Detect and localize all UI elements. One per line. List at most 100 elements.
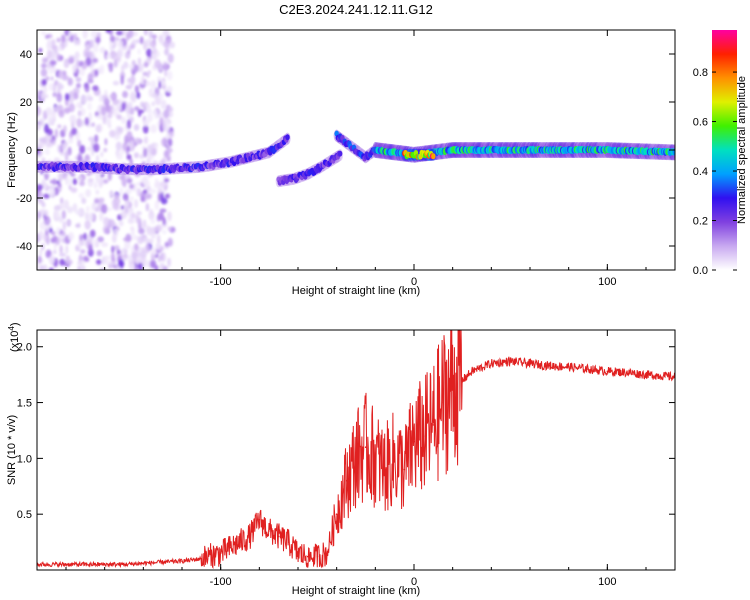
spectrogram-noise-blob (57, 104, 62, 111)
snr-ylabel: SNR (10 * v/v) (6, 415, 18, 485)
spectrogram-noise-blob (80, 60, 84, 66)
spectrogram-noise-blob (162, 136, 167, 147)
spectrogram-noise-blob (113, 197, 121, 206)
spectrogram-noise-blob (98, 94, 103, 103)
spectrogram-noise-blob (130, 196, 134, 202)
spectrogram-noise-blob (67, 77, 74, 86)
spectrogram-noise-blob (128, 64, 135, 69)
spectrogram-noise-blob (62, 221, 66, 231)
spectrogram-noise-blob (54, 128, 59, 139)
spectrogram-noise-blob (163, 150, 169, 158)
spectrogram-ridge (333, 129, 378, 164)
snr-point (277, 535, 280, 538)
spectrogram-noise-blob (106, 54, 112, 59)
spectrogram-noise-blob (125, 84, 133, 90)
snr-point (65, 563, 67, 566)
spectrogram-noise-blob (168, 137, 173, 147)
spectrogram-noise-blob (76, 39, 81, 46)
colorbar-tick-label: 0.4 (693, 166, 708, 178)
spectrogram-noise-blob (150, 226, 157, 235)
spectrogram-ylabel: Frequency (Hz) (6, 112, 18, 188)
spectrogram-noise-blob (59, 258, 66, 266)
spectrogram-noise-blob (126, 119, 132, 130)
snr-ytick-label: 0.5 (17, 509, 32, 521)
snr-point (461, 379, 464, 382)
spectrogram-noise-blob (155, 242, 161, 250)
spectrogram-noise-blob (103, 216, 109, 227)
colorbar: 0.0 0.2 0.4 0.6 0.8 Normalized spectral ampl… (693, 30, 748, 277)
snr-ytick-label: 2.0 (17, 342, 32, 354)
spectrogram-noise-blob (132, 31, 138, 37)
spectrogram-noise-blob (147, 238, 154, 244)
spectrogram-noise-blob (104, 255, 110, 260)
spectrogram-noise-blob (127, 48, 131, 55)
spectrogram-noise-blob (67, 232, 75, 241)
spectrogram-noise-blob (76, 117, 82, 128)
spectrogram-noise-blob (143, 135, 149, 145)
spectrogram-noise-blob (167, 53, 174, 64)
snr-ytick-label: 1.5 (17, 398, 32, 410)
spectrogram-noise-blob (37, 261, 40, 270)
spectrogram-noise-blob (136, 91, 141, 99)
snr-point (316, 555, 319, 558)
spectrogram-noise-blob (39, 221, 46, 230)
spectrogram-noise-blob (95, 241, 99, 248)
spectrogram-noise-blob (140, 101, 145, 108)
spectrogram-noise-blob (86, 146, 93, 151)
spectrogram-noise-blob (159, 208, 167, 213)
spectrogram-noise-blob (109, 93, 116, 99)
spectrogram-noise-blob (56, 37, 61, 43)
spectrogram-noise-blob (126, 112, 131, 120)
spectrogram-noise-blob (83, 49, 90, 59)
spectrogram-noise-blob (45, 107, 53, 116)
spectrogram-noise-blob (39, 197, 43, 204)
spectrogram-noise-blob (74, 210, 82, 215)
spectrogram-noise-blob (89, 39, 95, 49)
spectrogram-noise-blob (108, 190, 113, 197)
spectrogram-noise-blob (164, 241, 169, 247)
spectrogram-noise-blob (116, 114, 122, 120)
spectrogram-noise-blob (131, 92, 137, 103)
spectrogram-noise-blob (75, 68, 80, 75)
spectrogram-cell (337, 150, 343, 157)
spectrogram-noise-blob (80, 249, 86, 254)
spectrogram-cell (431, 153, 436, 160)
spectrogram-noise-blob (37, 141, 44, 149)
snr-multiplier: (x104) (7, 322, 21, 352)
spectrogram-noise-blob (151, 34, 157, 39)
spectrogram-noise-blob (72, 203, 78, 212)
spectrogram-noise-blob (48, 83, 54, 91)
spectrogram-noise-blob (79, 180, 85, 187)
spectrogram-noise-blob (113, 133, 121, 141)
spectrogram-noise-blob (134, 106, 140, 111)
spectrogram-noise-blob (109, 260, 117, 266)
spectrogram-noise-blob (162, 265, 168, 270)
spectrogram-noise-blob (43, 215, 51, 226)
spectrogram-noise-blob (39, 249, 43, 256)
snr-point (490, 362, 493, 365)
spectrogram-noise-blob (151, 246, 156, 256)
snr-point (548, 364, 551, 367)
spectrogram-noise-blob (48, 69, 54, 75)
spectrogram-noise-blob (134, 243, 139, 251)
spectrogram-ridge (275, 149, 344, 188)
spectrogram-noise-blob (65, 244, 69, 255)
spectrogram-noise-blob (43, 181, 48, 190)
spectrogram-noise-blob (84, 212, 89, 221)
spectrogram-noise-blob (82, 255, 89, 262)
spectrogram-noise-blob (155, 224, 163, 232)
snr-point (268, 530, 270, 532)
snr-point (335, 513, 338, 515)
spectrogram-noise-blob (48, 188, 56, 197)
snr-point (422, 435, 425, 437)
spectrogram-noise-blob (83, 232, 87, 241)
spectrogram-noise-blob (167, 257, 171, 267)
spectrogram-noise-blob (75, 101, 81, 109)
snr-point (393, 457, 396, 460)
snr-point (364, 446, 367, 449)
spectrogram-noise-blob (41, 31, 46, 36)
snr-multiplier-prefix: (x10 (9, 331, 21, 352)
spectrogram-noise-blob (124, 106, 131, 114)
spectrogram-noise-blob (56, 45, 63, 52)
